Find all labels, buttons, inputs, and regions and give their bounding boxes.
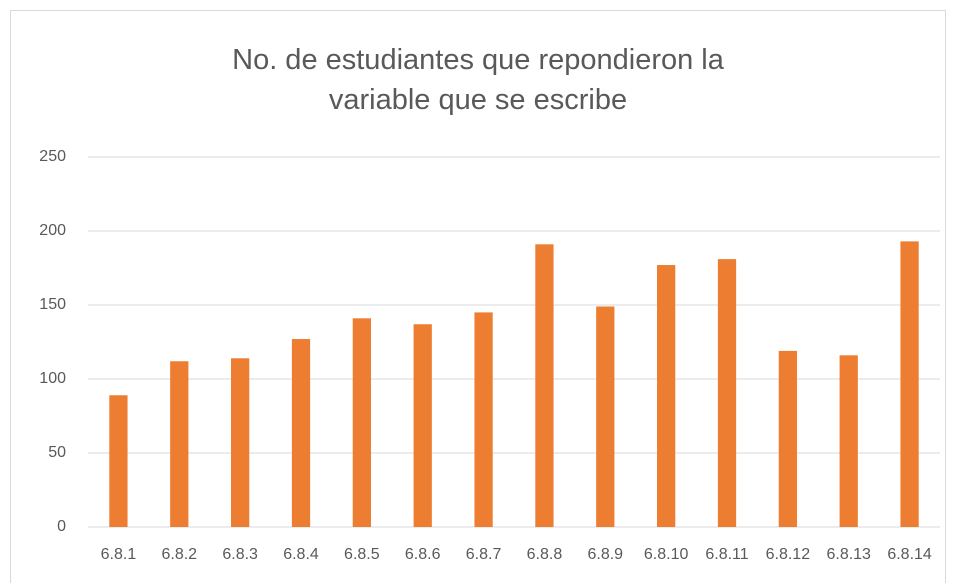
y-tick-label: 200: [39, 222, 66, 239]
y-tick-label: 100: [39, 370, 66, 387]
x-tick-label: 6.8.8: [527, 546, 563, 563]
x-tick-label: 6.8.4: [283, 546, 319, 563]
y-tick-label: 0: [57, 518, 66, 535]
x-tick-label: 6.8.3: [222, 546, 258, 563]
bar: [170, 361, 189, 527]
bar: [657, 265, 676, 527]
x-tick-label: 6.8.2: [161, 546, 197, 563]
x-tick-label: 6.8.11: [705, 546, 748, 563]
bar: [413, 324, 432, 527]
bar: [535, 244, 554, 527]
y-tick-label: 150: [39, 296, 66, 313]
bar: [717, 259, 737, 527]
y-tick-label: 250: [39, 148, 66, 165]
x-tick-label: 6.8.9: [587, 546, 623, 563]
chart-title: No. de estudiantes que repondieron la va…: [232, 44, 724, 116]
x-tick-label: 6.8.5: [344, 546, 380, 563]
x-tick-label: 6.8.10: [644, 546, 689, 563]
chart-border: [10, 10, 946, 583]
bar: [839, 355, 858, 527]
bar: [291, 339, 311, 527]
x-tick-label: 6.8.6: [405, 546, 441, 563]
bar: [778, 350, 797, 527]
x-tick-label: 6.8.1: [101, 546, 137, 563]
x-tick-label: 6.8.13: [826, 546, 871, 563]
bar: [231, 358, 250, 527]
bar: [900, 241, 919, 528]
bar: [474, 312, 493, 527]
bar: [596, 306, 615, 527]
x-tick-label: 6.8.12: [766, 546, 811, 563]
bar: [352, 318, 371, 527]
bar: [109, 395, 128, 527]
x-tick-label: 6.8.7: [466, 546, 502, 563]
x-tick-label: 6.8.14: [887, 546, 932, 563]
y-tick-label: 50: [48, 444, 66, 461]
